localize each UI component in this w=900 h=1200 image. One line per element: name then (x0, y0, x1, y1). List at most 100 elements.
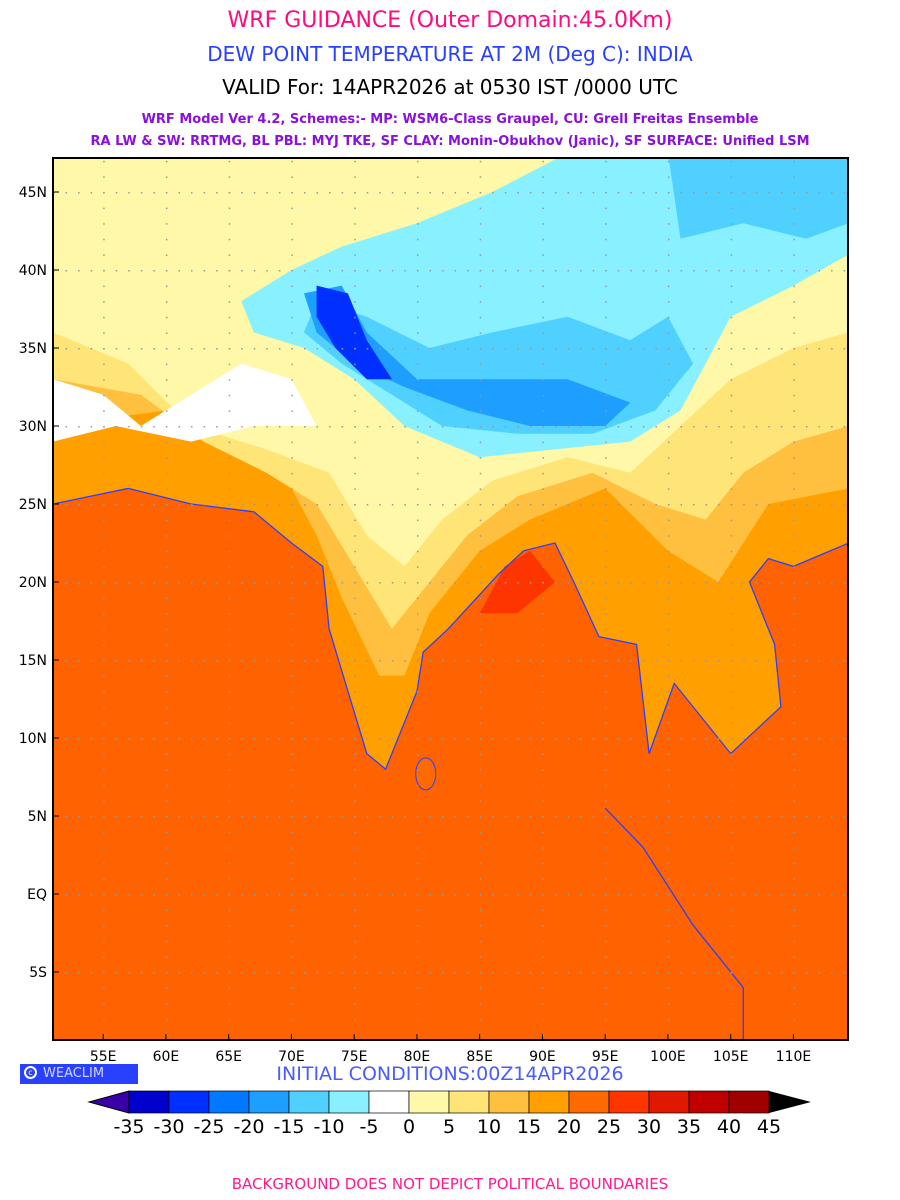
grid-dot (793, 550, 795, 553)
grid-dot (416, 597, 419, 600)
grid-dot (304, 894, 306, 896)
grid-dot (404, 660, 406, 662)
grid-dot (228, 535, 231, 537)
lon-label: 75E (341, 1049, 368, 1065)
grid-dot (354, 426, 356, 428)
grid-dot (542, 285, 544, 288)
grid-dot (479, 519, 482, 522)
grid-dot (291, 301, 293, 303)
grid-dot (768, 192, 770, 194)
grid-dot (617, 348, 620, 350)
grid-dot (191, 738, 193, 740)
grid-dot (831, 894, 833, 896)
grid-dot (165, 753, 168, 756)
grid-dot (78, 582, 80, 584)
colorbar-swatch (368, 1090, 410, 1114)
grid-dot (743, 348, 745, 350)
grid-dot (592, 738, 595, 740)
grid-dot (818, 504, 821, 506)
grid-dot (843, 894, 846, 896)
grid-dot (78, 426, 80, 428)
grid-dot (667, 597, 670, 600)
grid-dot (228, 379, 231, 381)
grid-dot (479, 301, 482, 303)
grid-dot (354, 566, 356, 568)
grid-dot (191, 426, 193, 428)
grid-dot (128, 348, 130, 350)
grid-dot (291, 270, 293, 272)
grid-dot (379, 738, 381, 740)
lat-label: 20N (19, 575, 47, 591)
grid-dot (780, 582, 783, 584)
grid-dot (78, 348, 80, 350)
lat-label: 45N (19, 185, 47, 201)
grid-dot (818, 582, 821, 584)
grid-dot (65, 504, 68, 506)
grid-dot (65, 270, 68, 272)
grid-dot (416, 441, 419, 444)
grid-dot (165, 675, 168, 678)
grid-dot (479, 738, 482, 740)
grid-dot (793, 706, 795, 709)
grid-dot (580, 426, 582, 428)
grid-dot (667, 176, 670, 178)
grid-dot (542, 1018, 544, 1021)
grid-dot (165, 426, 168, 428)
grid-dot (442, 972, 444, 974)
grid-dot (178, 426, 180, 428)
grid-dot (103, 800, 105, 802)
grid-dot (316, 738, 319, 740)
grid-dot (103, 582, 105, 584)
grid-dot (416, 862, 419, 865)
grid-dot (228, 348, 231, 350)
grid-dot (605, 660, 607, 662)
grid-dot (228, 316, 231, 319)
grid-dot (228, 956, 231, 958)
grid-dot (605, 457, 607, 459)
colorbar-swatch (408, 1090, 450, 1114)
grid-dot (730, 1018, 733, 1021)
grid-dot (843, 660, 846, 662)
grid-dot (341, 582, 344, 584)
grid-dot (178, 270, 180, 272)
grid-dot (103, 722, 105, 724)
grid-dot (354, 894, 356, 896)
grid-dot (793, 956, 795, 958)
grid-dot (216, 816, 218, 818)
grid-dot (266, 270, 268, 272)
grid-dot (793, 254, 795, 256)
lon-label: 80E (404, 1049, 431, 1065)
grid-dot (291, 332, 293, 334)
grid-dot (404, 894, 406, 896)
grid-dot (831, 738, 833, 740)
grid-dot (793, 628, 795, 631)
grid-dot (153, 660, 155, 662)
grid-dot (580, 972, 582, 974)
copyright-icon: c (24, 1066, 37, 1079)
grid-dot (429, 972, 431, 974)
grid-dot (542, 223, 544, 225)
grid-dot (605, 472, 607, 475)
grid-dot (291, 472, 293, 475)
grid-dot (755, 582, 758, 584)
grid-dot (103, 909, 105, 912)
grid-dot (291, 940, 293, 943)
grid-dot (416, 691, 419, 693)
grid-dot (65, 426, 68, 428)
grid-dot (592, 972, 595, 974)
grid-dot (329, 348, 331, 350)
grid-dot (580, 660, 582, 662)
grid-dot (567, 894, 570, 896)
grid-dot (291, 909, 293, 912)
lat-label: 5N (28, 809, 47, 825)
lat-label: 5S (29, 965, 47, 981)
grid-dot (253, 738, 256, 740)
grid-dot (291, 784, 293, 787)
grid-dot (730, 628, 733, 631)
grid-dot (605, 550, 607, 553)
colorbar-label: 45 (757, 1116, 781, 1138)
grid-dot (329, 894, 331, 896)
grid-dot (291, 878, 293, 880)
grid-dot (379, 426, 381, 428)
grid-dot (492, 582, 494, 584)
